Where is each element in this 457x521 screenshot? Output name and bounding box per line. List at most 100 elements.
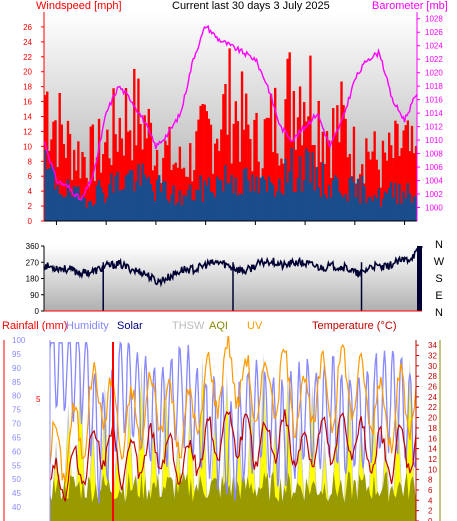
gust-bar bbox=[178, 146, 182, 221]
windspeed-tick-label: 6 bbox=[28, 172, 33, 181]
gust-bar bbox=[97, 118, 101, 221]
average-bar bbox=[77, 186, 80, 221]
windspeed-tick-label: 10 bbox=[23, 142, 32, 151]
average-bar bbox=[201, 202, 204, 221]
average-bar bbox=[97, 180, 101, 221]
average-bar bbox=[213, 197, 217, 221]
temperature-tick-label: 30 bbox=[428, 362, 437, 371]
average-bar bbox=[242, 169, 246, 221]
average-bar bbox=[381, 198, 385, 221]
average-bar bbox=[155, 179, 159, 221]
average-bar bbox=[259, 177, 262, 221]
gust-bar bbox=[346, 157, 349, 221]
windspeed-tick-label: 14 bbox=[23, 113, 32, 122]
average-bar bbox=[106, 197, 109, 221]
average-bar bbox=[178, 190, 182, 221]
gust-bar bbox=[207, 118, 211, 221]
gust-bar bbox=[325, 131, 329, 221]
average-bar bbox=[352, 182, 356, 221]
day-tick-label: Day 12 bbox=[138, 229, 173, 230]
average-bar bbox=[387, 187, 391, 221]
average-bar bbox=[390, 182, 393, 221]
average-bar bbox=[253, 191, 256, 221]
windspeed-tick-label: 26 bbox=[23, 23, 32, 32]
average-bar bbox=[95, 185, 99, 221]
average-bar bbox=[122, 188, 126, 221]
temperature-tick-label: 6 bbox=[428, 486, 433, 495]
average-bar bbox=[56, 185, 59, 221]
average-bar bbox=[108, 184, 111, 221]
temperature-tick-label: 32 bbox=[428, 352, 437, 361]
gust-bar bbox=[124, 88, 128, 221]
average-bar bbox=[240, 194, 244, 221]
windspeed-tick-label: 24 bbox=[23, 38, 32, 47]
average-bar bbox=[363, 186, 366, 221]
temperature-tick-label: 14 bbox=[428, 445, 437, 454]
gust-bar bbox=[313, 145, 316, 221]
average-bar bbox=[147, 176, 150, 221]
rain-humidity-temperature-chart: 5404550556065707580859095100024681012141… bbox=[3, 336, 441, 521]
average-bar bbox=[104, 202, 107, 221]
average-bar bbox=[414, 195, 418, 221]
windspeed-tick-label: 22 bbox=[23, 53, 32, 62]
average-bar bbox=[110, 173, 113, 221]
gust-bar bbox=[203, 104, 206, 221]
gust-bar bbox=[249, 138, 252, 221]
average-bar bbox=[251, 174, 254, 221]
direction-tick-label: 90 bbox=[30, 291, 39, 300]
day-tick-label: Day 24 bbox=[288, 229, 323, 230]
average-bar bbox=[398, 183, 401, 221]
solar-spike bbox=[368, 399, 379, 521]
temperature-line bbox=[49, 409, 417, 502]
gust-bar bbox=[122, 155, 126, 221]
gust-bar bbox=[182, 167, 186, 221]
gust-bar bbox=[298, 86, 302, 221]
gust-bar bbox=[209, 124, 213, 221]
average-bar bbox=[276, 191, 279, 221]
average-bar bbox=[186, 189, 190, 221]
gust-bar bbox=[213, 143, 217, 221]
humidity-tick-label: 60 bbox=[12, 447, 21, 456]
gust-bar bbox=[104, 142, 107, 221]
gust-bar bbox=[371, 151, 374, 221]
average-bar bbox=[294, 191, 298, 221]
gust-bar bbox=[222, 94, 225, 221]
average-bar bbox=[141, 163, 144, 221]
average-bar bbox=[327, 185, 331, 221]
average-bar bbox=[392, 197, 395, 221]
average-bar bbox=[342, 197, 345, 221]
compass-label: S bbox=[435, 273, 442, 285]
average-bar bbox=[348, 178, 351, 221]
compass-label: N bbox=[435, 240, 443, 251]
aqi-area bbox=[50, 471, 416, 521]
gust-bar bbox=[332, 108, 335, 221]
average-bar bbox=[340, 194, 343, 221]
average-bar bbox=[102, 192, 105, 221]
day-tick-label: Day 8 bbox=[92, 229, 121, 230]
gust-bar bbox=[137, 78, 140, 221]
gust-bar bbox=[319, 162, 322, 221]
average-bar bbox=[230, 174, 233, 221]
average-bar bbox=[89, 200, 92, 221]
gust-bar bbox=[336, 105, 339, 221]
day-tick-label: Day 4 bbox=[42, 229, 71, 230]
humidity-tick-label: 100 bbox=[12, 336, 26, 345]
barometer-line bbox=[43, 24, 418, 201]
gust-bar bbox=[276, 153, 279, 221]
day-tick-label: Day 28 bbox=[337, 229, 372, 230]
gust-bar bbox=[379, 187, 383, 221]
average-bar bbox=[162, 181, 165, 221]
average-bar bbox=[118, 190, 121, 221]
average-bar bbox=[338, 191, 341, 221]
average-bar bbox=[135, 181, 138, 221]
average-bar bbox=[286, 182, 289, 221]
average-bar bbox=[164, 181, 167, 221]
gust-bar bbox=[245, 93, 248, 221]
gust-bar bbox=[385, 160, 389, 221]
average-bar bbox=[265, 191, 269, 221]
direction-tick-label: 270 bbox=[26, 258, 40, 267]
average-bar bbox=[321, 162, 325, 221]
gust-bar bbox=[280, 158, 283, 221]
windspeed-tick-label: 2 bbox=[28, 202, 33, 211]
